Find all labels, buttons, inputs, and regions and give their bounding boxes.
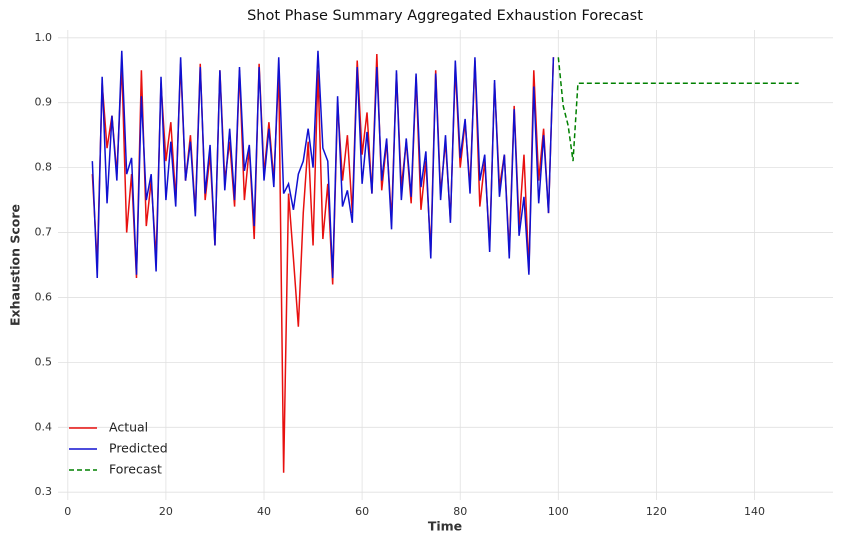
- y-tick-label: 1.0: [35, 31, 53, 44]
- chart-title: Shot Phase Summary Aggregated Exhaustion…: [247, 8, 643, 24]
- series-line: [91, 50, 555, 279]
- y-tick-label: 0.4: [35, 420, 53, 433]
- series-line: [91, 53, 555, 473]
- x-tick-label: 0: [64, 505, 71, 518]
- series-line: [557, 57, 799, 162]
- grid: [58, 30, 833, 500]
- legend: Actual Predicted Forecast: [69, 420, 168, 477]
- x-axis-label: Time: [428, 519, 462, 534]
- x-tick-label: 80: [453, 505, 467, 518]
- legend-label: Predicted: [109, 441, 168, 456]
- y-tick-label: 0.6: [35, 290, 53, 303]
- legend-label: Actual: [109, 420, 148, 435]
- x-tick-label: 120: [646, 505, 667, 518]
- y-tick-label: 0.5: [35, 355, 53, 368]
- legend-label: Forecast: [109, 462, 162, 477]
- y-tick-label: 0.7: [35, 226, 53, 239]
- y-tick-label: 0.8: [35, 161, 53, 174]
- x-tick-label: 100: [548, 505, 569, 518]
- x-tick-label: 40: [257, 505, 271, 518]
- x-tick-label: 20: [159, 505, 173, 518]
- y-axis-label: Exhaustion Score: [8, 204, 23, 326]
- x-tick-label: 60: [355, 505, 369, 518]
- x-tick-label: 140: [744, 505, 765, 518]
- y-tick-label: 0.3: [35, 485, 53, 498]
- y-tick-label: 0.9: [35, 96, 53, 109]
